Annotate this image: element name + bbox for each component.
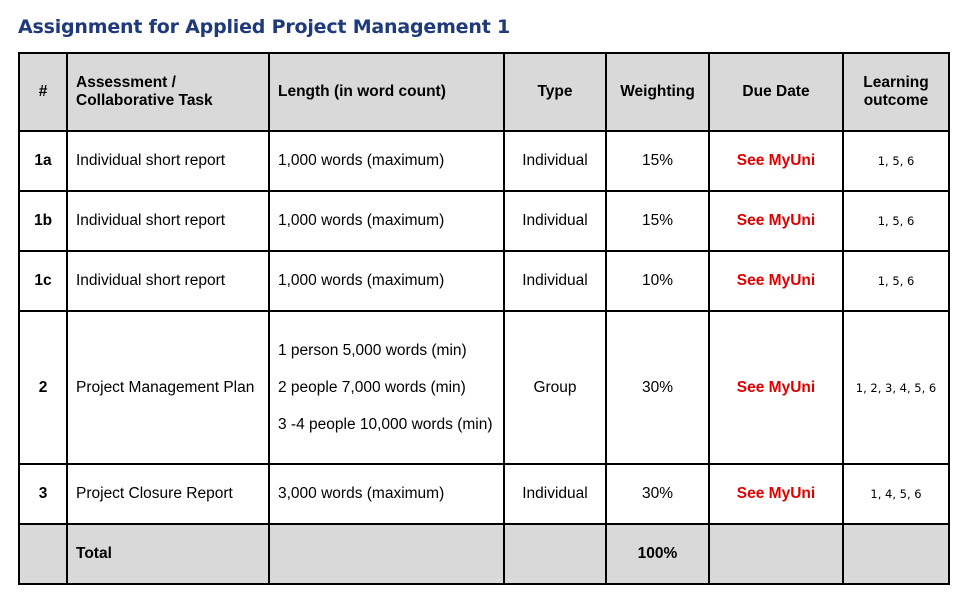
row-learning-outcome: 1, 5, 6 — [842, 190, 950, 252]
row-num: 3 — [18, 463, 68, 525]
row-type: Individual — [503, 250, 607, 312]
row-weighting: 10% — [605, 250, 710, 312]
row-weighting: 15% — [605, 130, 710, 192]
length-line: 3 -4 people 10,000 words (min) — [278, 415, 493, 433]
header-type: Type — [503, 52, 607, 132]
total-due-cell — [708, 523, 844, 585]
row-weighting: 30% — [605, 463, 710, 525]
row-weighting: 15% — [605, 190, 710, 252]
page-title: Assignment for Applied Project Managemen… — [18, 16, 511, 38]
row-length: 3,000 words (maximum) — [268, 463, 505, 525]
row-type: Individual — [503, 463, 607, 525]
total-label: Total — [66, 523, 270, 585]
total-length-cell — [268, 523, 505, 585]
assessment-table: # Assessment / Collaborative Task Length… — [18, 52, 950, 585]
row-task: Project Management Plan — [66, 310, 270, 465]
table-row: 1b Individual short report 1,000 words (ma… — [18, 190, 950, 252]
length-line: 1,000 words (maximum) — [278, 152, 445, 169]
row-due-date: See MyUni — [708, 463, 844, 525]
row-learning-outcome: 1, 5, 6 — [842, 250, 950, 312]
row-learning-outcome: 1, 4, 5, 6 — [842, 463, 950, 525]
length-line: 1 person 5,000 words (min) — [278, 341, 467, 359]
row-due-date: See MyUni — [708, 250, 844, 312]
row-type: Individual — [503, 190, 607, 252]
total-weighting: 100% — [605, 523, 710, 585]
row-num: 1a — [18, 130, 68, 192]
header-learning-outcome: Learning outcome — [842, 52, 950, 132]
table-row: 3 Project Closure Report 3,000 words (maxi… — [18, 463, 950, 525]
row-type: Group — [503, 310, 607, 465]
row-task: Individual short report — [66, 190, 270, 252]
row-num: 2 — [18, 310, 68, 465]
length-line: 1,000 words (maximum) — [278, 272, 445, 289]
row-length: 1,000 words (maximum) — [268, 130, 505, 192]
header-due-date: Due Date — [708, 52, 844, 132]
row-num: 1b — [18, 190, 68, 252]
row-learning-outcome: 1, 2, 3, 4, 5, 6 — [842, 310, 950, 465]
row-task: Individual short report — [66, 130, 270, 192]
table-body: 1a Individual short report 1,000 words (ma… — [18, 130, 950, 585]
total-num-cell — [18, 523, 68, 585]
row-learning-outcome: 1, 5, 6 — [842, 130, 950, 192]
length-line: 3,000 words (maximum) — [278, 485, 445, 502]
table-row: 2 Project Management Plan 1 person 5,000 w… — [18, 310, 950, 465]
total-row: Total 100% — [18, 523, 950, 585]
header-weighting: Weighting — [605, 52, 710, 132]
header-num: # — [18, 52, 68, 132]
row-length: 1 person 5,000 words (min) 2 people 7,000… — [268, 310, 505, 465]
total-outcome-cell — [842, 523, 950, 585]
row-task: Individual short report — [66, 250, 270, 312]
total-type-cell — [503, 523, 607, 585]
row-length: 1,000 words (maximum) — [268, 190, 505, 252]
table-header-row: # Assessment / Collaborative Task Length… — [18, 52, 950, 132]
table-row: 1c Individual short report 1,000 words (ma… — [18, 250, 950, 312]
row-due-date: See MyUni — [708, 310, 844, 465]
row-due-date: See MyUni — [708, 130, 844, 192]
row-weighting: 30% — [605, 310, 710, 465]
header-task: Assessment / Collaborative Task — [66, 52, 270, 132]
row-type: Individual — [503, 130, 607, 192]
length-line: 1,000 words (maximum) — [278, 212, 445, 229]
length-line: 2 people 7,000 words (min) — [278, 378, 466, 396]
row-length: 1,000 words (maximum) — [268, 250, 505, 312]
header-length: Length (in word count) — [268, 52, 505, 132]
row-due-date: See MyUni — [708, 190, 844, 252]
row-num: 1c — [18, 250, 68, 312]
table-row: 1a Individual short report 1,000 words (ma… — [18, 130, 950, 192]
row-task: Project Closure Report — [66, 463, 270, 525]
